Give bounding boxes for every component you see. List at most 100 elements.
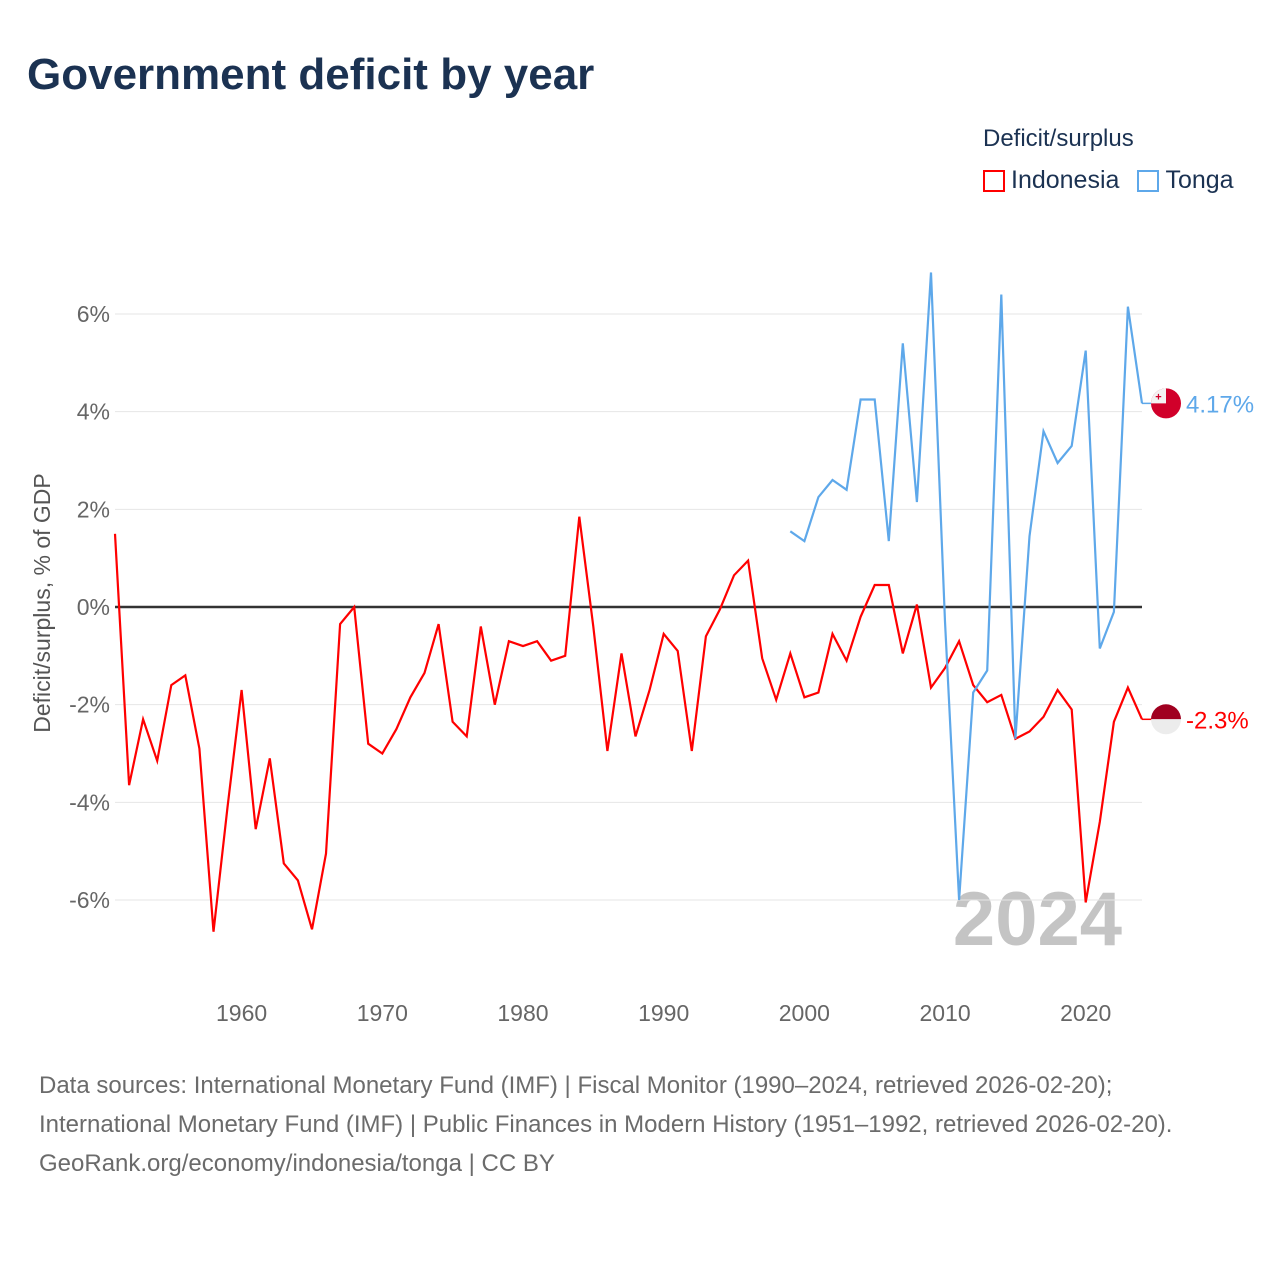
y-tick-label: 4% (77, 399, 110, 425)
data-point (478, 624, 484, 630)
data-point (928, 685, 934, 691)
data-point (844, 487, 850, 493)
data-point (661, 631, 667, 637)
data-point (492, 702, 498, 708)
data-point (984, 699, 990, 705)
data-sources: Data sources: International Monetary Fun… (39, 1072, 1173, 1138)
data-point (1069, 707, 1075, 713)
data-point (281, 860, 287, 866)
data-point (309, 926, 315, 932)
data-point (647, 687, 653, 693)
data-point (407, 694, 413, 700)
y-tick-label: 6% (77, 301, 110, 327)
data-point (450, 719, 456, 725)
x-tick-label: 1980 (497, 1000, 548, 1026)
data-point (140, 716, 146, 722)
indonesia-flag-icon (1151, 704, 1181, 720)
data-point (562, 653, 568, 659)
y-tick-label: 0% (77, 594, 110, 620)
data-point (1083, 899, 1089, 905)
data-point (323, 851, 329, 857)
data-point (1041, 714, 1047, 720)
data-point (112, 531, 118, 537)
data-point (844, 658, 850, 664)
data-point (604, 748, 610, 754)
data-point (787, 650, 793, 656)
data-point (872, 396, 878, 402)
data-point (787, 528, 793, 534)
y-axis-label: Deficit/surplus, % of GDP (29, 473, 55, 732)
data-point (900, 650, 906, 656)
data-point (1026, 729, 1032, 735)
data-point (900, 340, 906, 346)
data-point (801, 694, 807, 700)
data-point (998, 692, 1004, 698)
data-point (506, 638, 512, 644)
data-point (998, 291, 1004, 297)
data-point (239, 687, 245, 693)
data-point (858, 614, 864, 620)
data-point (829, 477, 835, 483)
x-tick-label: 1960 (216, 1000, 267, 1026)
y-tick-label: 2% (77, 496, 110, 522)
data-point (928, 270, 934, 276)
data-point (914, 499, 920, 505)
tonga-flag-canton (1151, 388, 1166, 404)
data-point (351, 604, 357, 610)
data-point (675, 648, 681, 654)
data-point (1097, 646, 1103, 652)
x-tick-label: 2020 (1060, 1000, 1111, 1026)
data-point (815, 689, 821, 695)
data-point (858, 396, 864, 402)
tonga-flag-cross: + (1155, 391, 1161, 403)
data-point (689, 748, 695, 754)
year-watermark: 2024 (953, 877, 1122, 962)
data-point (872, 582, 878, 588)
y-tick-label: -6% (69, 887, 110, 913)
data-point (745, 558, 751, 564)
page-title: Government deficit by year (27, 50, 595, 99)
footer: Data sources: International Monetary Fun… (39, 1066, 1239, 1183)
data-point (703, 633, 709, 639)
data-point (154, 758, 160, 764)
data-point (1111, 609, 1117, 615)
data-point (956, 897, 962, 903)
data-point (520, 643, 526, 649)
data-point (731, 572, 737, 578)
legend-swatch (1137, 169, 1160, 192)
data-point (168, 682, 174, 688)
data-point (829, 631, 835, 637)
legend-item-indonesia[interactable]: Indonesia (983, 166, 1119, 195)
data-point (182, 672, 188, 678)
data-point (942, 619, 948, 625)
data-point (393, 726, 399, 732)
data-point (1083, 348, 1089, 354)
series-line-tonga (789, 272, 1144, 901)
legend-swatch (983, 169, 1005, 192)
data-point (886, 582, 892, 588)
data-point (1026, 533, 1032, 539)
series-line-indonesia (113, 516, 1144, 932)
data-point (717, 606, 723, 612)
data-point (253, 826, 259, 832)
data-point (1041, 428, 1047, 434)
data-point (773, 697, 779, 703)
data-point (1125, 685, 1131, 691)
data-point (633, 733, 639, 739)
credit-link[interactable]: GeoRank.org/economy/indonesia/tonga | CC… (39, 1150, 555, 1177)
data-point (210, 929, 216, 935)
data-point (970, 689, 976, 695)
data-point (422, 670, 428, 676)
data-point (464, 733, 470, 739)
data-point (618, 650, 624, 656)
legend-item-tonga[interactable]: Tonga (1137, 166, 1234, 195)
data-point (1069, 443, 1075, 449)
legend-label: Tonga (1165, 166, 1234, 194)
data-point (225, 804, 231, 810)
data-point (1012, 736, 1018, 742)
data-point (365, 741, 371, 747)
end-value-label: 4.17% (1186, 391, 1254, 418)
data-point (914, 602, 920, 608)
y-tick-label: -2% (69, 692, 110, 718)
